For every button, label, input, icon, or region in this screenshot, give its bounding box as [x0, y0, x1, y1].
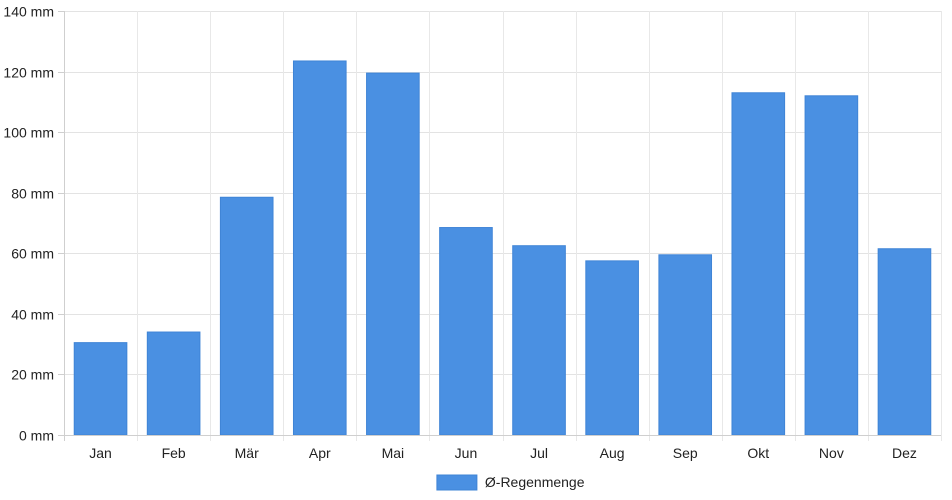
x-tick-label: Okt [747, 445, 769, 461]
x-tick-label: Aug [600, 445, 625, 461]
x-tick-label: Dez [892, 445, 917, 461]
axis-layer: 0 mm 20 mm 40 mm 60 mm 80 mm 100 mm 120 mm 140 … [3, 4, 941, 461]
x-tick-label: Jun [455, 445, 478, 461]
bar-sep[interactable] [658, 254, 713, 436]
y-tick-label: 0 mm [19, 428, 54, 444]
bar-apr[interactable] [292, 60, 347, 436]
bar-mär[interactable] [219, 196, 274, 436]
bar-nov[interactable] [804, 95, 859, 436]
y-tick-label: 100 mm [3, 125, 54, 141]
x-tick-label: Jan [89, 445, 112, 461]
bar-feb[interactable] [146, 331, 201, 436]
bar-jan[interactable] [73, 342, 128, 436]
legend-label[interactable]: Ø-Regenmenge [485, 474, 585, 490]
y-tick-label: 80 mm [11, 186, 54, 202]
x-tick-label: Apr [309, 445, 331, 461]
x-tick-label: Feb [162, 445, 186, 461]
bar-aug[interactable] [585, 260, 639, 436]
bar-dez[interactable] [877, 248, 932, 436]
legend[interactable]: Ø-Regenmenge [436, 474, 585, 491]
x-tick-label: Jul [530, 445, 548, 461]
bar-jun[interactable] [439, 227, 493, 436]
y-tick-label: 120 mm [3, 65, 54, 81]
bar-jul[interactable] [512, 245, 566, 436]
y-tick-label: 60 mm [11, 246, 54, 262]
x-tick-label: Nov [819, 445, 844, 461]
x-tick-label: Mär [235, 445, 259, 461]
bars-layer [73, 60, 932, 436]
x-tick-label: Sep [673, 445, 698, 461]
grid-layer [64, 11, 942, 441]
y-tick-label: 20 mm [11, 367, 54, 383]
bar-okt[interactable] [731, 92, 786, 436]
legend-swatch[interactable] [436, 474, 478, 491]
y-tick-label: 140 mm [3, 4, 54, 20]
y-tick-label: 40 mm [11, 307, 54, 323]
x-tick-label: Mai [382, 445, 405, 461]
bar-mai[interactable] [366, 72, 420, 436]
